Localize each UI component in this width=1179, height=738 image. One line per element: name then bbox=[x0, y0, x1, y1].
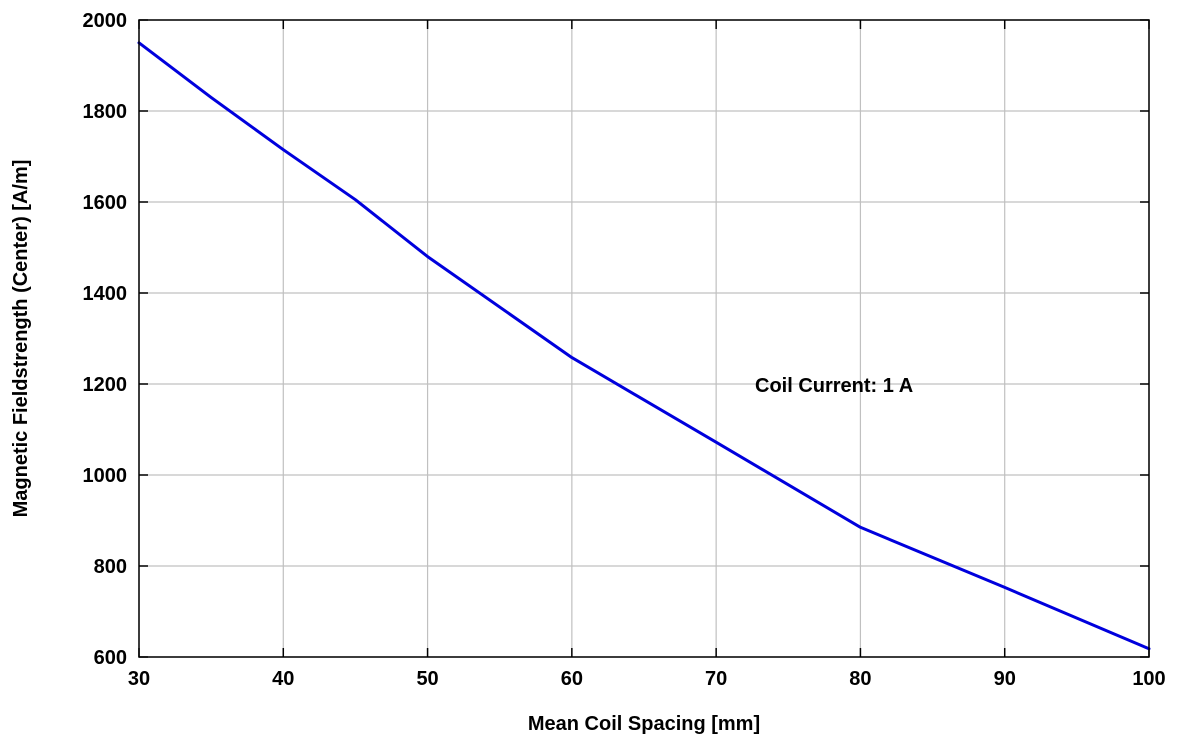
y-tick-label: 1400 bbox=[83, 283, 128, 305]
x-tick-label: 50 bbox=[416, 668, 438, 690]
y-tick-label: 1800 bbox=[83, 101, 128, 123]
x-tick-label: 40 bbox=[272, 668, 294, 690]
grid bbox=[138, 19, 1150, 658]
y-tick-label: 1000 bbox=[83, 465, 128, 487]
y-axis-label: Magnetic Fieldstrength (Center) [A/m] bbox=[10, 160, 32, 518]
x-tick-label: 70 bbox=[705, 668, 727, 690]
y-tick-label: 2000 bbox=[83, 10, 128, 32]
x-tick-label: 90 bbox=[994, 668, 1016, 690]
x-tick-label: 30 bbox=[128, 668, 150, 690]
y-tick-label: 600 bbox=[94, 647, 127, 669]
y-tick-label: 1600 bbox=[83, 192, 128, 214]
y-tick-labels: 600 800 1000 1200 1400 1600 1800 2000 bbox=[83, 10, 128, 669]
series-line bbox=[137, 41, 1151, 651]
y-tick-label: 800 bbox=[94, 556, 127, 578]
x-tick-labels: 30 40 50 60 70 80 90 100 bbox=[128, 668, 1166, 690]
plot-frame bbox=[138, 19, 1150, 658]
x-tick-label: 60 bbox=[561, 668, 583, 690]
x-tick-label: 100 bbox=[1132, 668, 1165, 690]
y-tick-label: 1200 bbox=[83, 374, 128, 396]
x-axis-label: Mean Coil Spacing [mm] bbox=[528, 713, 760, 735]
tick-marks bbox=[138, 19, 1150, 658]
series-layer bbox=[137, 41, 1151, 651]
coil-current-annotation: Coil Current: 1 A bbox=[755, 375, 913, 397]
x-tick-label: 80 bbox=[849, 668, 871, 690]
